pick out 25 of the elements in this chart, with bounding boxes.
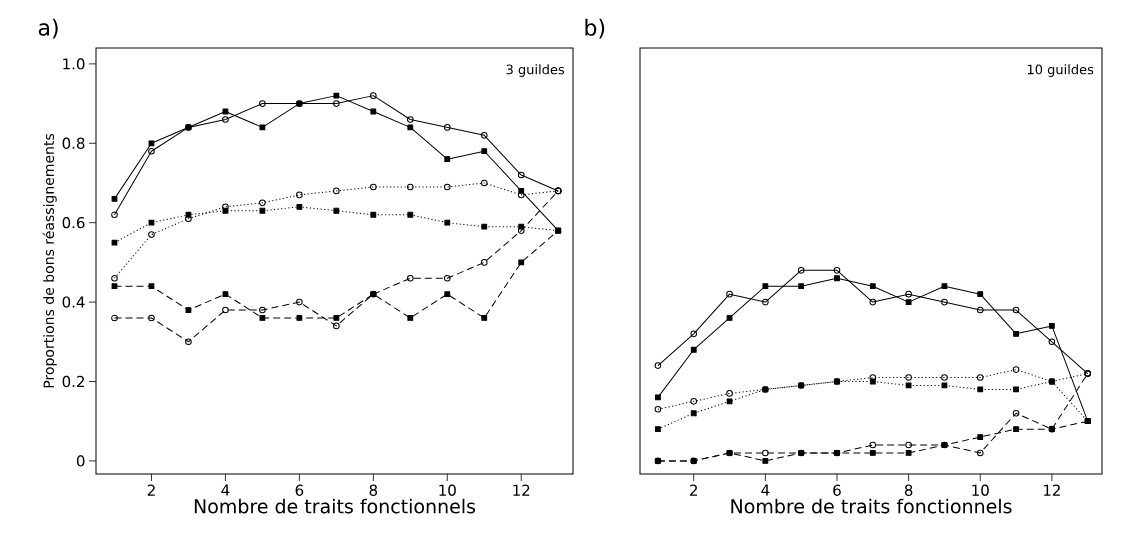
annotation: 10 guildes [1027, 64, 1094, 77]
y-tick-label: 0.6 [62, 217, 85, 229]
y-tick-label: 0.2 [62, 375, 84, 388]
x-tick-label: 4 [221, 484, 230, 496]
y-tick-label: 0.4 [62, 296, 85, 308]
y-tick-label: 1.0 [63, 58, 85, 70]
chart-title: b) [585, 18, 605, 39]
y-axis-title: Proportions de bons réassignements [42, 133, 57, 388]
x-tick-label: 12 [1043, 484, 1060, 496]
x-axis-title: Nombre de traits fonctionnels [194, 498, 476, 514]
x-tick-label: 4 [761, 484, 770, 496]
x-tick-label: 2 [690, 484, 697, 496]
x-axis-title: Nombre de traits fonctionnels [731, 498, 1012, 514]
x-tick-label: 12 [513, 484, 530, 496]
y-tick-label: 0.8 [62, 137, 85, 149]
x-tick-label: 10 [439, 484, 456, 496]
y-tick-label: 0 [76, 455, 85, 467]
x-tick-label: 2 [147, 484, 155, 496]
annotation: 3 guildes [506, 64, 565, 77]
x-tick-label: 6 [833, 484, 841, 496]
chart-title: a) [38, 18, 58, 39]
x-tick-label: 6 [295, 484, 304, 496]
x-tick-label: 10 [972, 484, 989, 496]
x-tick-label: 8 [369, 484, 378, 496]
x-tick-label: 8 [904, 484, 913, 496]
